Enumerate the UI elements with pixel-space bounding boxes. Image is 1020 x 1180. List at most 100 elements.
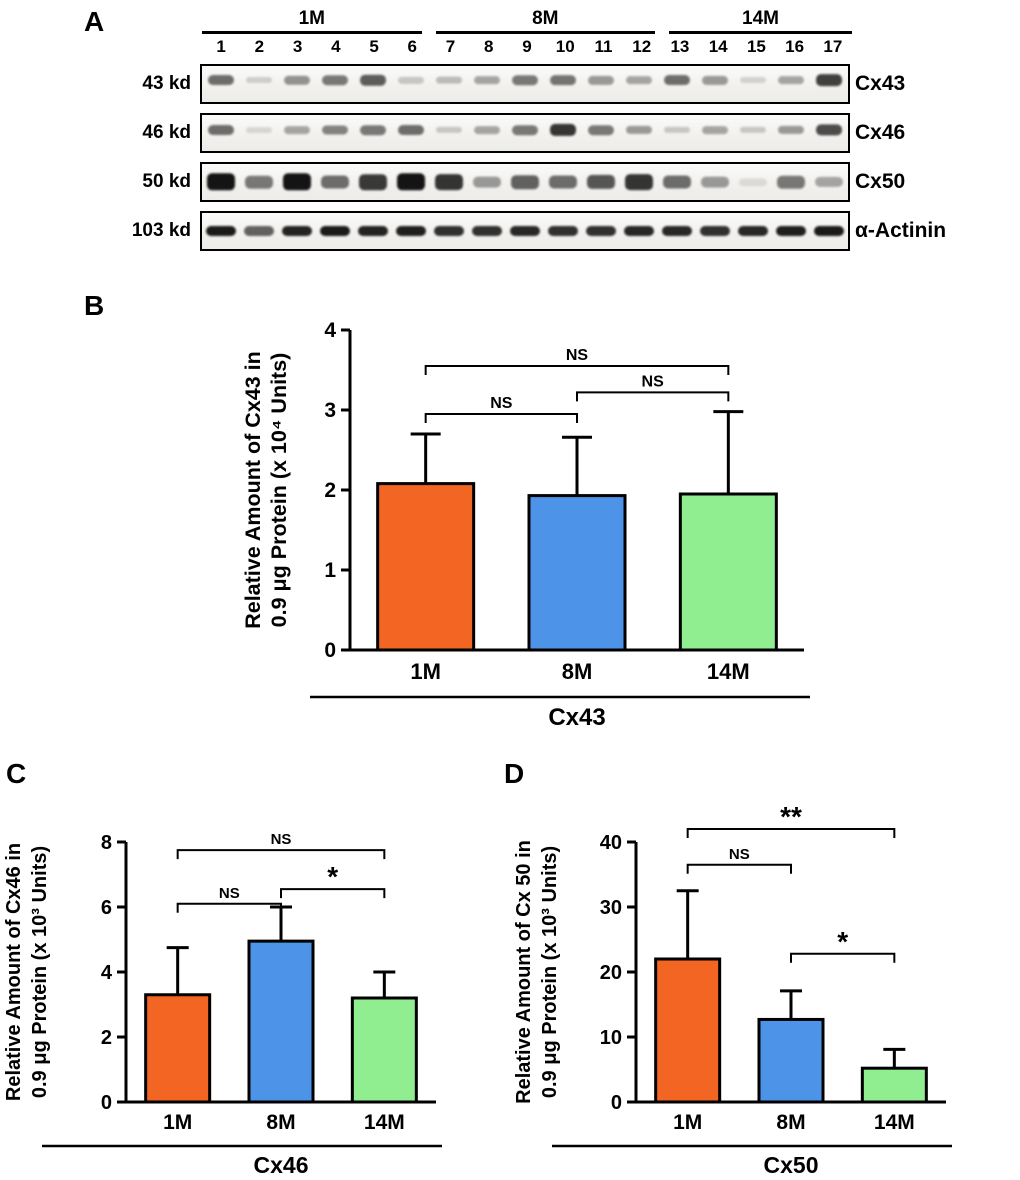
- blot-band: [471, 226, 502, 236]
- blot-band: [397, 125, 424, 136]
- blot-band: [358, 226, 388, 236]
- blot-band: [511, 175, 539, 189]
- panel-c-label: C: [6, 758, 27, 789]
- y-tick-label: 2: [324, 479, 336, 502]
- blot-band: [472, 176, 501, 188]
- blot-group-label: 14M: [669, 8, 852, 34]
- significance-bracket: [176, 849, 386, 860]
- blot-strip: [200, 162, 850, 202]
- significance-label: NS: [490, 395, 513, 412]
- blot-lane-number-row: 1 2 3 4 5 6 7 8 9 10 11 12 13 14 15 16 17: [202, 37, 852, 57]
- lane-number: 10: [555, 37, 575, 56]
- significance-label: *: [837, 926, 848, 957]
- lane-number: 15: [746, 37, 766, 56]
- blot-rows: 43 kd Cx43 46 kd Cx46 50 kd Cx50 103 kd α-Actin…: [0, 64, 1020, 251]
- blot-band: [739, 178, 767, 186]
- bar-14m: [860, 1066, 928, 1104]
- y-tick-label: 3: [324, 399, 336, 422]
- blot-band: [663, 175, 691, 189]
- category-label: 14M: [707, 659, 750, 684]
- blot-band: [284, 76, 310, 85]
- lane-number: 14: [708, 37, 728, 56]
- blot-band: [815, 176, 843, 188]
- blot-band: [626, 76, 652, 85]
- blot-band: [436, 76, 462, 84]
- blot-band: [701, 176, 729, 188]
- significance-bracket: [280, 888, 386, 899]
- lane-number: 16: [785, 37, 805, 56]
- lane-number: 13: [670, 37, 690, 56]
- blot-group-header-row: 1M 8M 14M: [202, 8, 852, 34]
- bar-chart-cx50: 0 10 20 30 40 ** NS * 1M 8M 14M Cx50 Relative Amount…: [513, 801, 952, 1178]
- category-label: 14M: [874, 1111, 915, 1134]
- blot-band: [626, 126, 652, 135]
- significance-label: NS: [271, 831, 292, 848]
- blot-band: [322, 75, 348, 86]
- blot-band: [359, 174, 387, 190]
- blot-row: 43 kd Cx43: [0, 64, 1020, 104]
- blot-band: [738, 226, 768, 236]
- y-tick-label: 30: [600, 897, 622, 919]
- blot-band: [550, 124, 576, 137]
- blot-band: [395, 226, 426, 236]
- category-label: 8M: [776, 1111, 805, 1134]
- lane-number: 12: [632, 37, 652, 56]
- blot-group-label: 8M: [435, 8, 656, 34]
- blot-strip: [200, 113, 850, 153]
- x-axis-title: Cx50: [764, 1152, 819, 1178]
- significance-bracket: [176, 902, 282, 913]
- blot-band: [816, 124, 842, 136]
- blot-group-label: 1M: [202, 8, 422, 34]
- significance-bracket: [686, 863, 792, 874]
- blot-strip: [200, 211, 850, 251]
- bar-8m: [247, 939, 315, 1104]
- blot-band: [588, 125, 614, 135]
- y-axis-title: Relative Amount of Cx43 in: [241, 351, 265, 629]
- lane-number: 6: [407, 37, 418, 56]
- blot-row: 103 kd α-Actinin: [0, 211, 1020, 251]
- lane-number: 7: [445, 37, 456, 56]
- blot-band: [396, 173, 425, 191]
- y-tick-label: 0: [324, 639, 336, 662]
- blot-band: [700, 226, 730, 236]
- blot-band: [283, 173, 311, 191]
- bar-1m: [654, 957, 722, 1104]
- lane-number: 5: [369, 37, 379, 56]
- blot-band: [282, 226, 312, 236]
- y-axis-title: 0.9 μg Protein (x 10⁴ Units): [267, 353, 291, 628]
- blot-band: [321, 175, 349, 189]
- bar-1m: [376, 482, 476, 652]
- bar-8m: [527, 494, 627, 652]
- blot-band: [702, 126, 728, 134]
- significance-label: NS: [219, 885, 240, 902]
- significance-bracket: [424, 365, 730, 375]
- protein-label: α-Actinin: [855, 219, 947, 242]
- blot-band: [664, 75, 690, 86]
- blot-band: [586, 226, 616, 236]
- blot-band: [512, 75, 538, 86]
- blot-band: [510, 226, 540, 236]
- blot-row: 50 kd Cx50: [0, 162, 1020, 202]
- blot-band: [587, 174, 615, 190]
- blot-band: [434, 226, 464, 236]
- bar-chart-cx46: 0 2 4 6 8 NS NS * 1M 8M 14M Cx46 Relative Amount of …: [3, 831, 442, 1178]
- molecular-weight-label: 46 kd: [142, 122, 191, 143]
- y-tick-label: 6: [101, 897, 112, 919]
- blot-band: [778, 76, 804, 85]
- y-axis-title: 0.9 μg Protein (x 10³ Units): [539, 846, 561, 1098]
- lane-number: 11: [594, 37, 613, 56]
- blot-band: [436, 126, 462, 134]
- panel-d-label: D: [504, 758, 525, 789]
- bar-1m: [144, 993, 212, 1104]
- blot-band: [740, 77, 766, 84]
- category-label: 8M: [266, 1111, 295, 1134]
- blot-band: [816, 74, 842, 87]
- panel-b-label: B: [84, 290, 105, 321]
- blot-band: [284, 126, 310, 134]
- blot-band: [397, 77, 424, 84]
- y-tick-label: 8: [101, 832, 112, 854]
- molecular-weight-label: 103 kd: [131, 220, 191, 241]
- y-tick-label: 40: [600, 832, 622, 854]
- blot-band: [512, 125, 538, 135]
- blot-band: [777, 175, 805, 189]
